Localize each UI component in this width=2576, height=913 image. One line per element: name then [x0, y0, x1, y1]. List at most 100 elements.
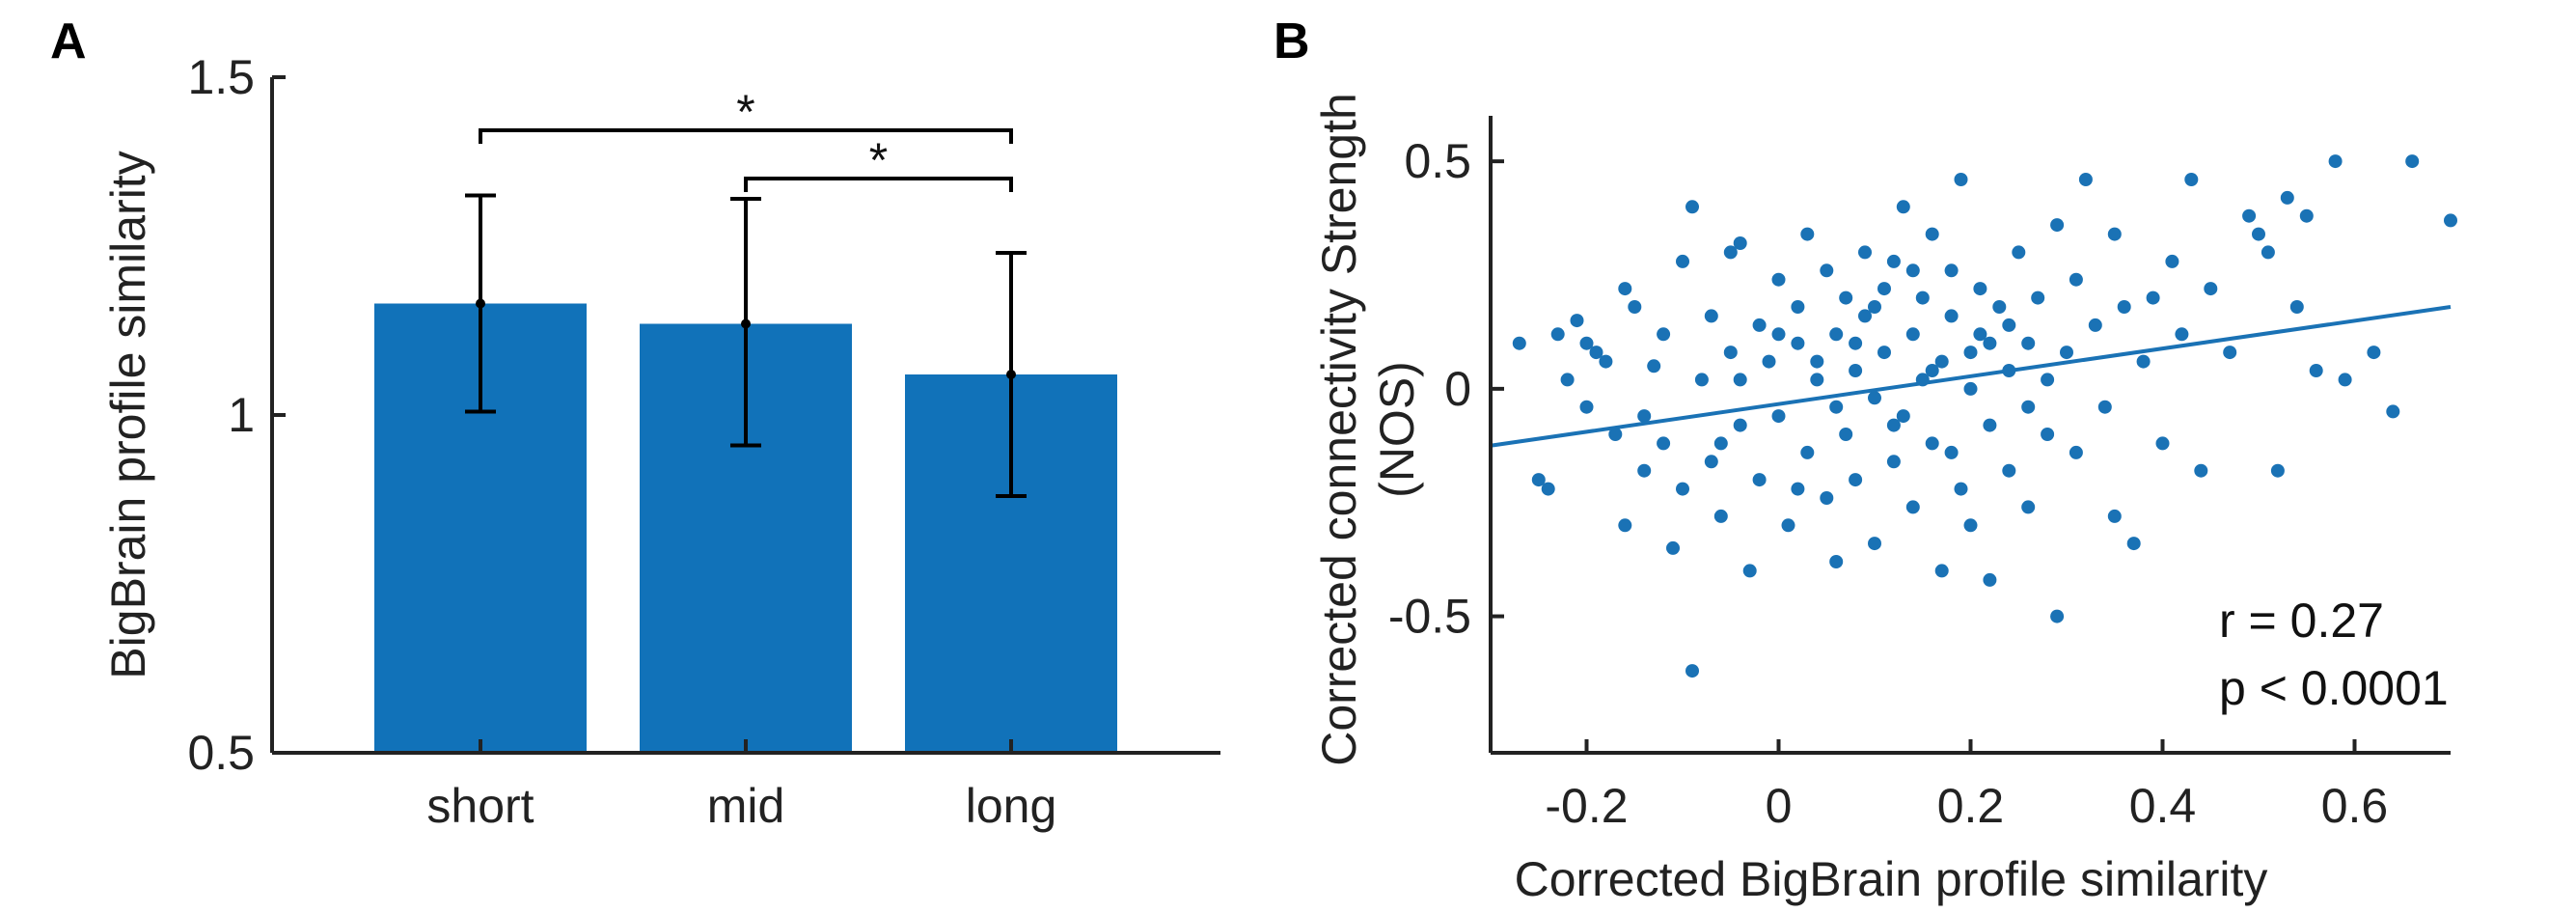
- panel-a-y-tick-label: 1.5: [187, 50, 255, 104]
- scatter-point: [2002, 463, 2016, 478]
- scatter-point: [1579, 400, 1594, 414]
- scatter-point: [2444, 213, 2457, 228]
- scatter-point: [1570, 314, 1584, 328]
- panel-a-y-tick-label: 1: [228, 388, 255, 442]
- scatter-point: [2078, 173, 2093, 186]
- mean-dot-long: [1006, 370, 1016, 379]
- scatter-point: [1896, 200, 1910, 214]
- scatter-point: [2107, 227, 2122, 241]
- scatter-point: [2021, 336, 2036, 350]
- scatter-point: [2146, 290, 2160, 305]
- panel-b-x-tick-label: 0.6: [2321, 779, 2389, 833]
- scatter-point: [1905, 500, 1920, 514]
- panel-b-x-tick-label: 0.4: [2129, 779, 2197, 833]
- scatter-point: [1934, 564, 1949, 578]
- scatter-point: [1618, 518, 1632, 533]
- significance-star-short-long: *: [736, 85, 754, 139]
- significance-bracket-short-long: [479, 128, 1013, 144]
- scatter-point: [1657, 327, 1671, 342]
- scatter-point: [1896, 409, 1910, 424]
- scatter-point: [1839, 428, 1853, 441]
- panel-b-points: [1512, 154, 2457, 678]
- scatter-point: [1973, 327, 1987, 342]
- scatter-point: [1925, 364, 1939, 377]
- scatter-point: [1713, 509, 1728, 523]
- scatter-point: [1810, 354, 1824, 369]
- scatter-point: [1676, 254, 1689, 268]
- scatter-point: [1886, 254, 1901, 268]
- scatter-point: [2184, 173, 2199, 186]
- scatter-point: [1713, 436, 1728, 451]
- panel-a-x-tick-label-mid: mid: [707, 779, 785, 833]
- scatter-point: [2338, 373, 2352, 387]
- scatter-point: [2299, 208, 2314, 223]
- panel-a-y-axis-title: BigBrain profile similarity: [101, 151, 155, 678]
- scatter-point: [1512, 336, 1526, 350]
- scatter-point: [2136, 354, 2151, 369]
- scatter-point: [1771, 409, 1786, 424]
- panel-b-letter: B: [1274, 14, 1310, 69]
- scatter-point: [1954, 173, 1968, 186]
- scatter-point: [1791, 300, 1805, 314]
- scatter-point: [2031, 290, 2045, 305]
- scatter-point: [1685, 200, 1699, 214]
- scatter-point: [1723, 245, 1738, 260]
- scatter-point: [1694, 373, 1709, 387]
- panel-b-x-axis-title: Corrected BigBrain profile similarity: [1515, 852, 2268, 906]
- mean-dot-short: [476, 298, 485, 309]
- scatter-point: [1618, 282, 1632, 296]
- scatter-point: [1839, 290, 1853, 305]
- scatter-point: [1704, 455, 1718, 469]
- scatter-point: [1733, 236, 1747, 250]
- scatter-point: [1983, 418, 1997, 432]
- scatter-point: [1733, 418, 1747, 432]
- scatter-point: [1762, 354, 1776, 369]
- panel-b-fit: [1490, 305, 2452, 448]
- scatter-point: [2117, 300, 2131, 314]
- scatter-point: [1733, 373, 1747, 387]
- scatter-point: [1877, 282, 1891, 296]
- scatter-point: [2328, 154, 2343, 169]
- scatter-point: [1905, 327, 1920, 342]
- significance-bracket-mid-long: [744, 177, 1013, 192]
- regression-line: [1490, 305, 2452, 448]
- scatter-point: [1954, 482, 1968, 496]
- scatter-point: [2386, 404, 2400, 419]
- scatter-point: [1868, 300, 1881, 314]
- scatter-point: [2194, 463, 2208, 478]
- scatter-point: [1599, 354, 1613, 369]
- scatter-point: [2270, 463, 2285, 478]
- panel-a-x-tick-label-short: short: [426, 779, 534, 833]
- panel-b-y-axis-title-line1: Corrected connectivity Strength: [1312, 93, 1366, 766]
- scatter-point: [1742, 564, 1757, 578]
- scatter-point: [2002, 318, 2016, 332]
- scatter-point: [1771, 327, 1786, 342]
- scatter-point: [1925, 227, 1939, 241]
- scatter-point: [2165, 254, 2179, 268]
- panel-b-y-tick-label: 0: [1444, 362, 1471, 416]
- panel-b-x-tick-label: 0: [1766, 779, 1793, 833]
- correlation-r-annotation: r = 0.27: [2219, 594, 2384, 648]
- scatter-point: [2126, 537, 2141, 551]
- panel-a-letter: A: [50, 14, 87, 69]
- panel-a: A BigBrain profile similarity 0.5 1 1.5 sho…: [50, 14, 1220, 833]
- panel-b-y-tick-label: 0.5: [1404, 134, 1471, 188]
- scatter-point: [1886, 455, 1901, 469]
- scatter-point: [2252, 227, 2265, 241]
- panel-a-significance: **: [479, 85, 1013, 192]
- scatter-point: [1963, 518, 1978, 533]
- scatter-point: [1666, 540, 1680, 555]
- scatter-point: [1983, 336, 1997, 350]
- panel-b-x-tick-label: 0.2: [1937, 779, 2005, 833]
- scatter-point: [1657, 436, 1671, 451]
- scatter-point: [2309, 364, 2323, 377]
- scatter-point: [1637, 463, 1652, 478]
- scatter-point: [2050, 609, 2065, 623]
- scatter-point: [1647, 359, 1661, 374]
- scatter-point: [1905, 263, 1920, 278]
- scatter-point: [1752, 318, 1767, 332]
- scatter-point: [2280, 190, 2294, 205]
- scatter-point: [1550, 327, 1565, 342]
- scatter-point: [2041, 428, 2055, 441]
- scatter-point: [1868, 537, 1881, 551]
